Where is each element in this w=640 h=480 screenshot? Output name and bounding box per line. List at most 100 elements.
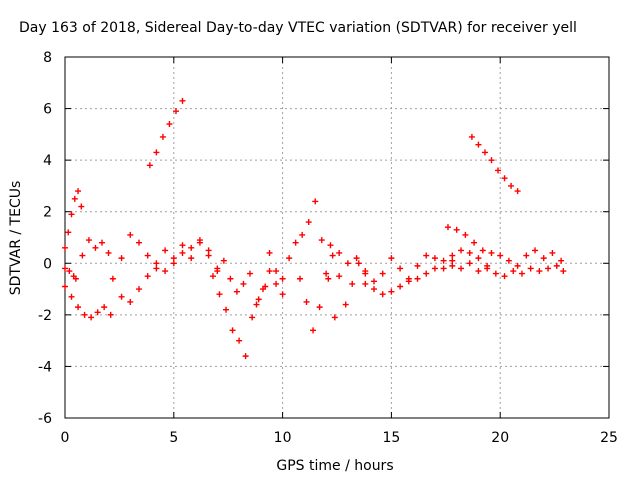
y-tick-label: 8	[43, 50, 52, 66]
data-point-track-m	[388, 288, 395, 295]
data-point-track-o	[553, 262, 560, 269]
data-point-track-e	[109, 275, 116, 282]
data-point-track-h	[229, 327, 236, 334]
data-point-track-e	[188, 244, 195, 251]
x-tick-label: 15	[382, 430, 400, 446]
data-point-track-l	[370, 278, 377, 285]
data-point-track-l	[362, 268, 369, 275]
data-point-track-o	[545, 265, 552, 272]
x-tick-label: 5	[169, 430, 178, 446]
data-point-track-j	[279, 291, 286, 298]
data-point-track-d	[85, 237, 92, 244]
data-point-track-n	[497, 252, 504, 259]
data-point-track-l	[379, 270, 386, 277]
data-point-track-o	[466, 260, 473, 267]
data-point-track-k	[297, 275, 304, 282]
y-axis-label: SDTVAR / TECUs	[8, 181, 24, 296]
data-point-track-f	[144, 273, 151, 280]
y-tick-label: 2	[43, 205, 52, 221]
y-tick-label: 6	[43, 102, 52, 118]
grid	[65, 57, 609, 418]
data-point-track-k	[316, 304, 323, 311]
data-point-track-m	[449, 252, 456, 259]
data-point-track-p	[488, 157, 495, 164]
data-point-track-l	[440, 265, 447, 272]
data-point-track-k	[355, 260, 362, 267]
data-point-track-d	[92, 244, 99, 251]
data-point-track-o	[527, 265, 534, 272]
x-tick-label: 20	[491, 430, 509, 446]
data-point-track-c	[66, 268, 73, 275]
data-point-track-m	[423, 270, 430, 277]
data-point-track-p	[508, 182, 515, 189]
x-tick-label: 25	[600, 430, 618, 446]
y-tick-label: -4	[38, 359, 52, 375]
data-point-track-a	[75, 188, 82, 195]
data-point-track-g	[146, 162, 153, 169]
y-tick-label: 0	[43, 256, 52, 272]
data-point-track-n	[488, 249, 495, 256]
data-point-track-n	[479, 247, 486, 254]
data-point-track-f	[118, 293, 125, 300]
data-point-track-o	[484, 265, 491, 272]
data-point-track-n	[514, 262, 521, 269]
data-point-track-i	[246, 270, 253, 277]
data-point-track-i	[266, 268, 273, 275]
data-point-track-k	[310, 327, 317, 334]
data-point-track-k	[329, 252, 336, 259]
data-point-track-b	[81, 311, 88, 318]
data-points	[62, 97, 567, 360]
data-point-track-p	[481, 149, 488, 156]
data-point-track-f	[205, 252, 212, 259]
data-point-track-d	[72, 275, 79, 282]
data-point-track-m	[431, 265, 438, 272]
data-point-track-h	[209, 273, 216, 280]
data-point-track-j	[273, 268, 280, 275]
data-point-track-n	[444, 224, 451, 231]
data-point-track-p	[475, 141, 482, 148]
data-point-track-d	[98, 239, 105, 246]
data-point-track-l	[431, 255, 438, 262]
data-point-track-f	[188, 255, 195, 262]
data-point-track-l	[397, 265, 404, 272]
data-point-track-m	[362, 280, 369, 287]
data-point-track-i	[227, 275, 234, 282]
data-point-track-p	[495, 167, 502, 174]
data-point-track-n	[540, 255, 547, 262]
data-point-track-p	[501, 175, 508, 182]
data-point-track-a	[68, 211, 75, 218]
data-point-track-f	[153, 265, 160, 272]
data-point-track-e	[127, 231, 134, 238]
y-tick-label: -6	[38, 411, 52, 427]
data-point-track-a	[71, 195, 78, 202]
data-point-track-h	[223, 306, 230, 313]
data-point-track-n	[505, 257, 512, 264]
data-point-track-h	[242, 353, 249, 360]
data-point-track-k	[342, 301, 349, 308]
data-point-track-n	[558, 257, 565, 264]
axis-ticks	[64, 56, 610, 419]
data-point-track-h	[216, 291, 223, 298]
data-point-track-e	[162, 247, 169, 254]
data-point-track-l	[344, 260, 351, 267]
data-point-track-g	[179, 97, 186, 104]
data-point-track-a	[78, 203, 85, 210]
data-point-track-l	[388, 255, 395, 262]
data-point-track-g	[153, 149, 160, 156]
data-point-track-l	[423, 252, 430, 259]
y-axis-tick-labels: -6 -4 -2 0 2 4 6 8	[38, 50, 52, 427]
data-point-track-o	[510, 268, 517, 275]
data-point-track-j	[299, 231, 306, 238]
data-point-track-o	[475, 268, 482, 275]
data-point-track-g	[166, 121, 173, 128]
data-point-track-b	[62, 283, 68, 290]
data-point-track-e	[205, 247, 212, 254]
data-point-track-p	[468, 133, 475, 140]
x-axis-tick-labels: 0 5 10 15 20 25	[61, 430, 618, 446]
data-point-track-l	[336, 249, 343, 256]
data-point-track-l	[449, 257, 456, 264]
data-point-track-i	[253, 301, 260, 308]
y-tick-label: -2	[38, 308, 52, 324]
data-point-track-b	[75, 304, 82, 311]
data-point-track-m	[440, 257, 447, 264]
